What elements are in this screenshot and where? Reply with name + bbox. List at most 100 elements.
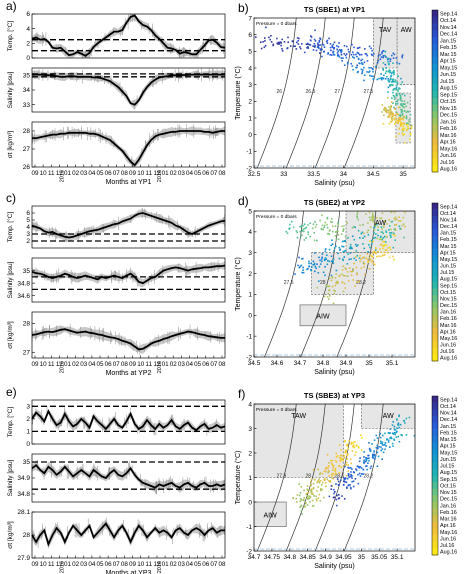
scatter-point: [272, 43, 275, 46]
scatter-point: [319, 49, 322, 51]
y-tick-label: 1: [248, 292, 252, 299]
x-tick-label: 10: [137, 561, 145, 568]
y-tick-label: 3: [26, 231, 30, 238]
scatter-point: [356, 47, 359, 50]
scatter-point: [345, 450, 347, 453]
colorbar-label: Sep.14: [440, 397, 457, 403]
scatter-point: [346, 443, 349, 446]
scatter-point: [276, 37, 278, 40]
scatter-point: [391, 115, 394, 118]
y-tick-label: 3: [248, 250, 252, 257]
scatter-point: [337, 465, 340, 468]
scatter-point: [343, 480, 345, 483]
scatter-point: [281, 38, 283, 41]
scatter-point: [332, 472, 334, 475]
scatter-point: [398, 414, 400, 417]
scatter-point: [372, 457, 374, 459]
scatter-point: [355, 256, 357, 258]
scatter-point: [334, 235, 337, 237]
scatter-point: [307, 231, 309, 233]
scatter-point: [393, 438, 395, 441]
scatter-point: [362, 473, 364, 475]
scatter-point: [413, 434, 415, 437]
scatter-point: [379, 54, 381, 56]
scatter-point: [387, 441, 390, 443]
scatter-point: [382, 122, 385, 125]
scatter-point: [399, 123, 402, 126]
scatter-point: [341, 240, 344, 243]
scatter-point: [393, 108, 396, 110]
colorbar-label: Apr.16: [440, 140, 456, 146]
isopycnal-label: 26: [277, 89, 283, 95]
scatter-point: [343, 256, 346, 258]
scatter-point: [312, 260, 315, 263]
scatter-point: [347, 48, 350, 51]
scatter-point: [350, 246, 353, 249]
scatter-point: [310, 488, 313, 491]
water-mass-label: AW: [401, 27, 412, 34]
scatter-point: [377, 234, 379, 237]
colorbar-label: Mar.16: [440, 323, 456, 329]
colorbar-label: Aug.15: [440, 277, 457, 283]
scatter-point: [307, 498, 309, 500]
scatter-point: [346, 458, 348, 460]
scatter-point: [344, 440, 346, 443]
scatter-point: [385, 244, 388, 246]
scatter-point: [357, 218, 359, 221]
scatter-point: [361, 473, 363, 475]
x-tick-label: 34.95: [335, 554, 352, 561]
scatter-point: [351, 450, 354, 452]
scatter-point: [386, 109, 389, 112]
scatter-point: [318, 256, 320, 259]
isopycnal-line: [314, 404, 355, 551]
scatter-point: [324, 266, 326, 268]
scatter-point: [397, 435, 399, 438]
scatter-point: [387, 247, 390, 249]
y-axis-label: Salinity [psu]: [7, 459, 14, 496]
scatter-point: [310, 36, 313, 38]
scatter-point: [382, 69, 385, 71]
scatter-point: [350, 471, 352, 473]
scatter-point: [382, 62, 385, 64]
scatter-point: [337, 455, 339, 457]
colorbar-label: Apr.16: [440, 523, 456, 529]
scatter-point: [329, 43, 332, 45]
scatter-point: [312, 223, 315, 225]
scatter-point: [357, 445, 360, 448]
scatter-point: [382, 254, 384, 257]
scatter-point: [396, 427, 398, 430]
scatter-point: [374, 225, 377, 227]
scatter-point: [344, 449, 347, 452]
scatter-point: [308, 260, 310, 263]
scatter-point: [332, 225, 334, 228]
colorbar-label: Jan.15: [440, 424, 456, 430]
scatter-point: [364, 53, 367, 55]
colorbar-segment: [432, 396, 438, 403]
colorbar-label: Sep.15: [440, 283, 457, 289]
scatter-point: [356, 71, 359, 74]
scatter-point: [381, 104, 384, 106]
scatter-point: [401, 132, 404, 135]
scatter-point: [408, 416, 411, 419]
scatter-point: [327, 53, 329, 55]
scatter-point: [310, 491, 312, 493]
year-label: 2016: [157, 361, 163, 373]
scatter-point: [385, 445, 387, 447]
scatter-point: [306, 485, 309, 487]
scatter-point: [296, 37, 299, 39]
scatter-point: [370, 75, 373, 77]
colorbar-label: Dec.14: [440, 224, 457, 230]
colorbar-label: Feb.15: [440, 430, 457, 436]
y-tick-label: 28: [23, 532, 31, 539]
scatter-point: [328, 298, 330, 300]
scatter-point: [342, 57, 344, 59]
scatter-point: [392, 113, 394, 116]
colorbar-segment: [432, 422, 438, 430]
scatter-point: [365, 457, 367, 460]
scatter-point: [403, 100, 406, 103]
scatter-point: [320, 489, 322, 492]
y-tick-label: 3: [248, 82, 252, 89]
scatter-point: [334, 277, 337, 279]
scatter-point: [312, 49, 315, 51]
scatter-point: [401, 434, 403, 437]
